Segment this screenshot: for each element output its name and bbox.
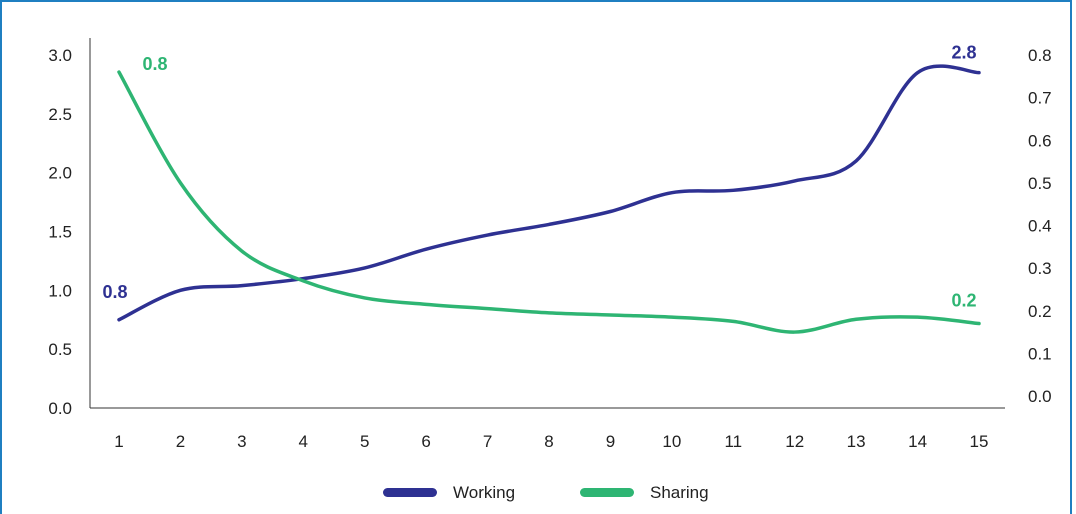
legend-swatch [580,488,634,497]
right-tick-label: 0.3 [1028,259,1052,278]
series-line-working [117,64,981,322]
legend-label: Sharing [650,483,709,502]
x-tick-label: 13 [847,432,866,451]
legend-item-working: Working [383,483,515,502]
x-tick-label: 3 [237,432,246,451]
series-lines [117,64,981,334]
x-tick-label: 12 [785,432,804,451]
x-tick-label: 8 [544,432,553,451]
x-tick-label: 10 [662,432,681,451]
series-line-sharing [117,70,981,334]
left-tick-label: 1.0 [48,281,72,300]
x-axis-ticks: 1 2 3 4 5 6 7 8 9 10 11 12 13 14 15 [114,432,988,451]
data-label: 0.8 [142,54,167,74]
right-axis-ticks: 0.0 0.1 0.2 0.3 0.4 0.5 0.6 0.7 0.8 [1028,46,1052,406]
x-tick-label: 11 [724,432,742,451]
right-tick-label: 0.7 [1028,89,1052,108]
axes [89,38,1005,409]
left-tick-label: 3.0 [48,46,72,65]
left-tick-label: 0.5 [48,340,72,359]
right-tick-label: 0.8 [1028,46,1052,65]
x-tick-label: 2 [176,432,185,451]
data-label: 0.2 [951,291,976,311]
legend: Working Sharing [383,483,709,502]
left-axis-ticks: 0.0 0.5 1.0 1.5 2.0 2.5 3.0 [48,46,72,418]
x-tick-label: 7 [483,432,492,451]
left-tick-label: 0.0 [48,399,72,418]
x-tick-label: 9 [606,432,615,451]
legend-swatch [383,488,437,497]
right-tick-label: 0.2 [1028,302,1052,321]
x-tick-label: 6 [421,432,430,451]
right-tick-label: 0.0 [1028,387,1052,406]
x-tick-label: 4 [299,432,308,451]
series-working [117,64,981,322]
x-tick-label: 15 [970,432,989,451]
data-label: 0.8 [102,282,127,302]
legend-item-sharing: Sharing [580,483,709,502]
left-tick-label: 2.0 [48,164,72,183]
left-tick-label: 2.5 [48,105,72,124]
data-label: 2.8 [951,43,976,63]
right-tick-label: 0.6 [1028,131,1052,150]
left-tick-label: 1.5 [48,223,72,242]
right-tick-label: 0.1 [1028,344,1052,363]
series-sharing [117,70,981,334]
x-tick-label: 14 [908,432,927,451]
x-tick-label: 5 [360,432,369,451]
right-tick-label: 0.4 [1028,217,1052,236]
legend-label: Working [453,483,515,502]
data-labels: 0.8 2.8 0.8 0.2 [102,43,976,311]
x-tick-label: 1 [114,432,123,451]
right-tick-label: 0.5 [1028,174,1052,193]
